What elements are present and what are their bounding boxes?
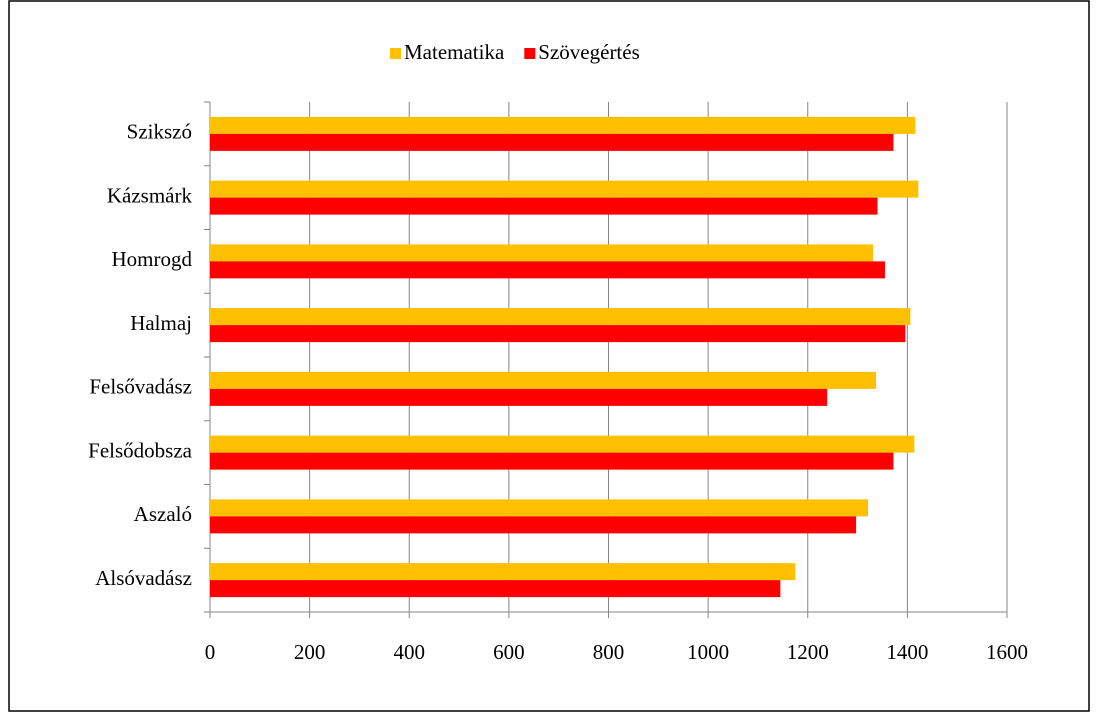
bar <box>210 133 894 151</box>
x-tick-label: 1600 <box>986 640 1028 664</box>
bar <box>210 244 874 262</box>
bar <box>210 197 878 215</box>
bar <box>210 435 915 453</box>
bar <box>210 180 919 198</box>
bar <box>210 116 916 134</box>
legend-label: Szövegértés <box>538 40 639 64</box>
x-tick-label: 1000 <box>687 640 729 664</box>
legend-label: Matematika <box>404 40 505 64</box>
chart-frame <box>8 0 1090 712</box>
y-tick-label: Alsóvadász <box>95 566 192 590</box>
y-tick-label: Halmaj <box>130 311 192 335</box>
x-tick-label: 0 <box>205 640 216 664</box>
y-tick-label: Felsővadász <box>89 375 192 399</box>
bar <box>210 580 781 598</box>
bar <box>210 499 869 517</box>
bar <box>210 371 876 389</box>
bar <box>210 308 911 326</box>
x-tick-label: 600 <box>493 640 525 664</box>
bar <box>210 261 885 279</box>
bar <box>210 563 796 581</box>
y-tick-label: Felsődobsza <box>88 438 193 462</box>
x-tick-label: 1200 <box>787 640 829 664</box>
legend-swatch <box>524 48 536 59</box>
x-tick-label: 800 <box>593 640 625 664</box>
y-tick-label: Homrogd <box>112 247 193 271</box>
bar <box>210 516 857 534</box>
x-tick-label: 400 <box>394 640 426 664</box>
x-tick-label: 1400 <box>886 640 928 664</box>
legend-swatch <box>390 48 401 59</box>
legend: Matematika Szövegértés <box>390 40 640 64</box>
y-tick-label: Kázsmárk <box>107 183 193 207</box>
bar <box>210 325 906 343</box>
x-tick-label: 200 <box>294 640 326 664</box>
bar <box>210 452 894 470</box>
y-tick-label: Szikszó <box>127 120 192 144</box>
y-tick-label: Aszaló <box>134 502 192 526</box>
bar <box>210 388 828 406</box>
